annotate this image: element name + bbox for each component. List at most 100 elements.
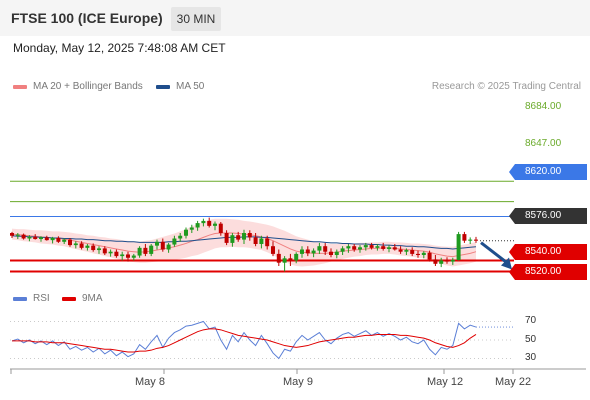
candle [352,246,357,250]
candle [230,235,235,243]
candle [91,245,96,251]
candle [207,220,212,226]
ma50-legend-swatch [156,85,170,89]
candle [282,258,287,263]
ma50-legend-label: MA 50 [176,81,205,92]
candles-layer [10,217,478,272]
candle [56,237,61,242]
candle [398,249,403,252]
x-tick-may-12: May 12 [427,376,464,388]
candle [213,223,217,226]
candle [97,248,101,251]
candle [236,235,241,240]
x-tick-may-8: May 8 [135,376,165,388]
rsi-tick-70: 70 [525,315,537,326]
candle [474,239,478,241]
candle [421,252,426,255]
candle [358,247,362,250]
rsi-tick-50: 50 [525,334,537,345]
candle [178,235,183,239]
candle [10,233,14,236]
candle [85,245,90,248]
last-price-tag: 8576.00 [509,208,587,224]
candle [21,234,26,239]
candle [160,241,165,250]
candle [445,260,449,262]
candle [416,253,420,255]
x-axis-layer [10,368,586,374]
candle [68,239,72,246]
candle [137,247,142,256]
candle [311,250,316,254]
candle [201,220,206,224]
candle [323,246,328,252]
candle [50,237,55,241]
x-tick-may-9: May 9 [283,376,313,388]
candle [392,247,397,250]
candle [131,255,136,258]
candle [108,251,113,254]
support-tag-1: 8540.00 [509,244,587,260]
candle [468,239,473,241]
rsi-tick-30: 30 [525,352,537,363]
rsi-line [11,320,477,360]
candle [381,246,386,249]
candle [143,247,148,254]
candle [102,248,107,254]
rsi-legend-label: RSI [33,293,50,304]
candle [259,238,264,244]
candle [456,234,461,260]
candle [300,249,304,254]
candle [427,252,432,260]
candle [404,250,409,252]
timeframe-button[interactable]: 30 MIN [171,7,221,31]
rsi-layer [10,320,514,360]
ma20-legend-swatch [13,85,27,89]
candle [305,249,310,254]
candle [265,238,270,247]
candle [346,246,351,249]
candle [114,251,119,257]
candle [33,236,38,240]
candle [294,253,299,261]
candle [433,259,438,264]
candle [387,247,391,249]
candle [247,233,252,238]
resistance-tag: 8620.00 [509,164,587,180]
candle [224,233,229,243]
rsi-legend-swatch [13,297,27,301]
candle [253,237,258,244]
candle [410,250,415,254]
candle [288,258,293,261]
candle [317,246,322,251]
candle [195,223,200,228]
candle [62,239,67,242]
rsi-ma-legend-label: 9MA [82,293,103,304]
candle [27,236,32,239]
candle [120,254,125,257]
rsi-ma-legend-swatch [62,297,76,301]
instrument-title: FTSE 100 (ICE Europe) [11,10,163,26]
candle [172,238,177,245]
candle [242,233,246,240]
forecast-arrow-shaft [480,241,509,265]
ma20-legend-label: MA 20 + Bollinger Bands [33,81,143,92]
candle [375,246,380,248]
candle [79,243,84,248]
timestamp: Monday, May 12, 2025 7:48:08 AM CET [13,41,226,55]
candle [39,237,43,240]
target-label-2: 8647.00 [525,138,562,149]
candle [155,241,159,246]
candle [44,237,49,241]
candle [462,234,467,241]
x-tick-may-22: May 22 [495,376,532,388]
chart-header: FTSE 100 (ICE Europe) 30 MIN [0,0,590,36]
candle [276,253,281,263]
copyright: Research © 2025 Trading Central [431,81,581,92]
candle [189,227,194,230]
candle [439,260,444,264]
candle [166,244,171,250]
candle [450,259,455,262]
candle [363,245,368,248]
